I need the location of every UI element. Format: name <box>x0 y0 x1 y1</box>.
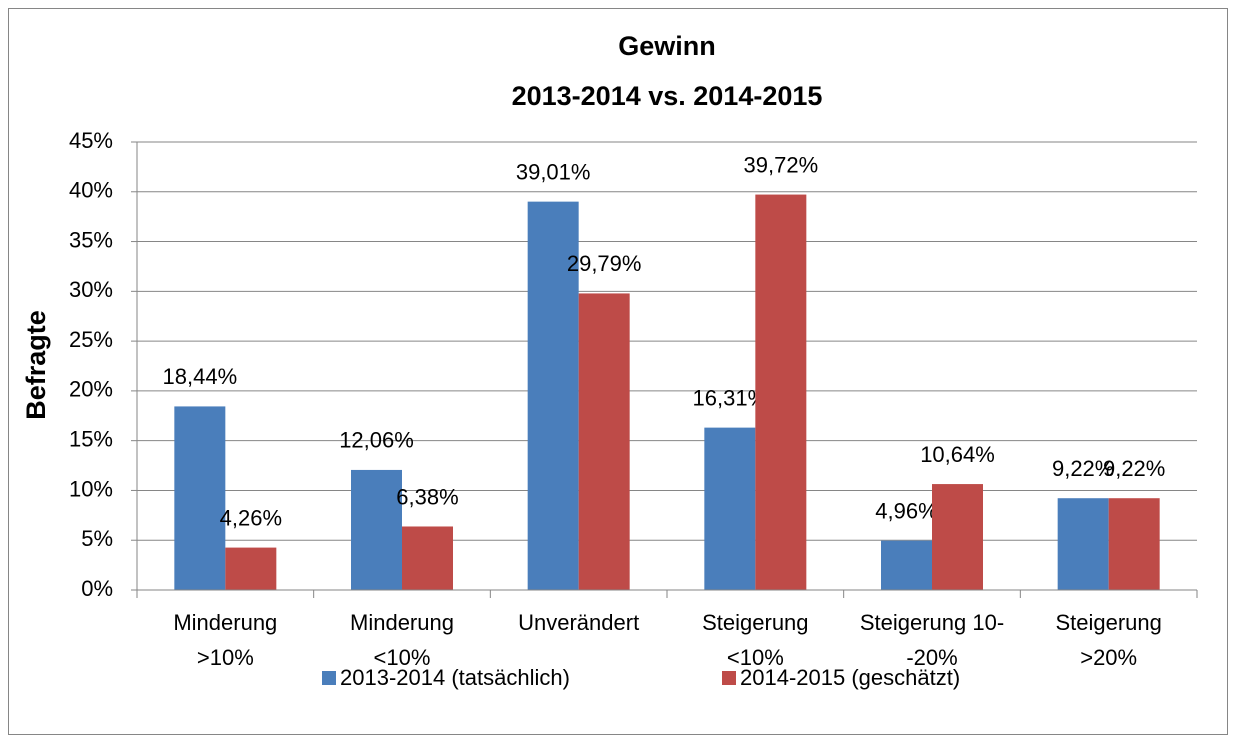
x-tick-label: -20% <box>906 645 957 670</box>
value-label: 4,96% <box>875 498 937 523</box>
value-label: 16,31% <box>693 385 768 410</box>
x-tick-label: Minderung <box>173 610 277 635</box>
x-tick-label: >20% <box>1080 645 1137 670</box>
bar <box>704 427 756 590</box>
value-label: 18,44% <box>163 364 238 389</box>
y-tick-label: 25% <box>69 327 113 352</box>
y-tick-label: 10% <box>69 476 113 501</box>
chart-title: Gewinn <box>618 31 716 61</box>
y-tick-label: 15% <box>69 426 113 451</box>
bar <box>402 526 453 590</box>
y-tick-label: 30% <box>69 277 113 302</box>
bar <box>1057 498 1109 590</box>
chart-title: 2013-2014 vs. 2014-2015 <box>512 81 823 111</box>
value-label: 6,38% <box>396 484 458 509</box>
x-tick-label: >10% <box>197 645 254 670</box>
value-label: 10,64% <box>920 442 995 467</box>
legend-label: 2013-2014 (tatsächlich) <box>340 665 570 690</box>
y-axis-label: Befragte <box>21 310 51 420</box>
legend-swatch <box>722 671 736 685</box>
x-tick-label: Unverändert <box>518 610 639 635</box>
x-tick-label: <10% <box>727 645 784 670</box>
y-tick-label: 40% <box>69 178 113 203</box>
y-tick-label: 0% <box>81 576 113 601</box>
value-label: 9,22% <box>1103 456 1165 481</box>
value-label: 39,72% <box>744 152 819 177</box>
x-tick-label: Minderung <box>350 610 454 635</box>
value-label: 39,01% <box>516 159 591 184</box>
y-tick-label: 20% <box>69 377 113 402</box>
legend-label: 2014-2015 (geschätzt) <box>740 665 960 690</box>
bar <box>932 484 983 590</box>
bar <box>527 201 579 590</box>
value-label: 12,06% <box>339 428 414 453</box>
x-tick-label: <10% <box>374 645 431 670</box>
bar <box>225 547 277 590</box>
bar <box>174 406 226 590</box>
value-label: 29,79% <box>567 251 642 276</box>
value-label: 4,26% <box>220 505 282 530</box>
bar <box>881 540 932 590</box>
bar <box>755 194 807 590</box>
bar <box>351 469 402 590</box>
y-tick-label: 5% <box>81 526 113 551</box>
bar <box>1108 498 1160 590</box>
y-tick-label: 45% <box>69 128 113 153</box>
value-label: 9,22% <box>1052 456 1114 481</box>
x-tick-label: Steigerung <box>702 610 808 635</box>
y-tick-label: 35% <box>69 227 113 252</box>
bar <box>578 293 630 590</box>
x-tick-label: Steigerung <box>1055 610 1161 635</box>
legend-swatch <box>322 671 336 685</box>
x-tick-label: Steigerung 10- <box>860 610 1004 635</box>
